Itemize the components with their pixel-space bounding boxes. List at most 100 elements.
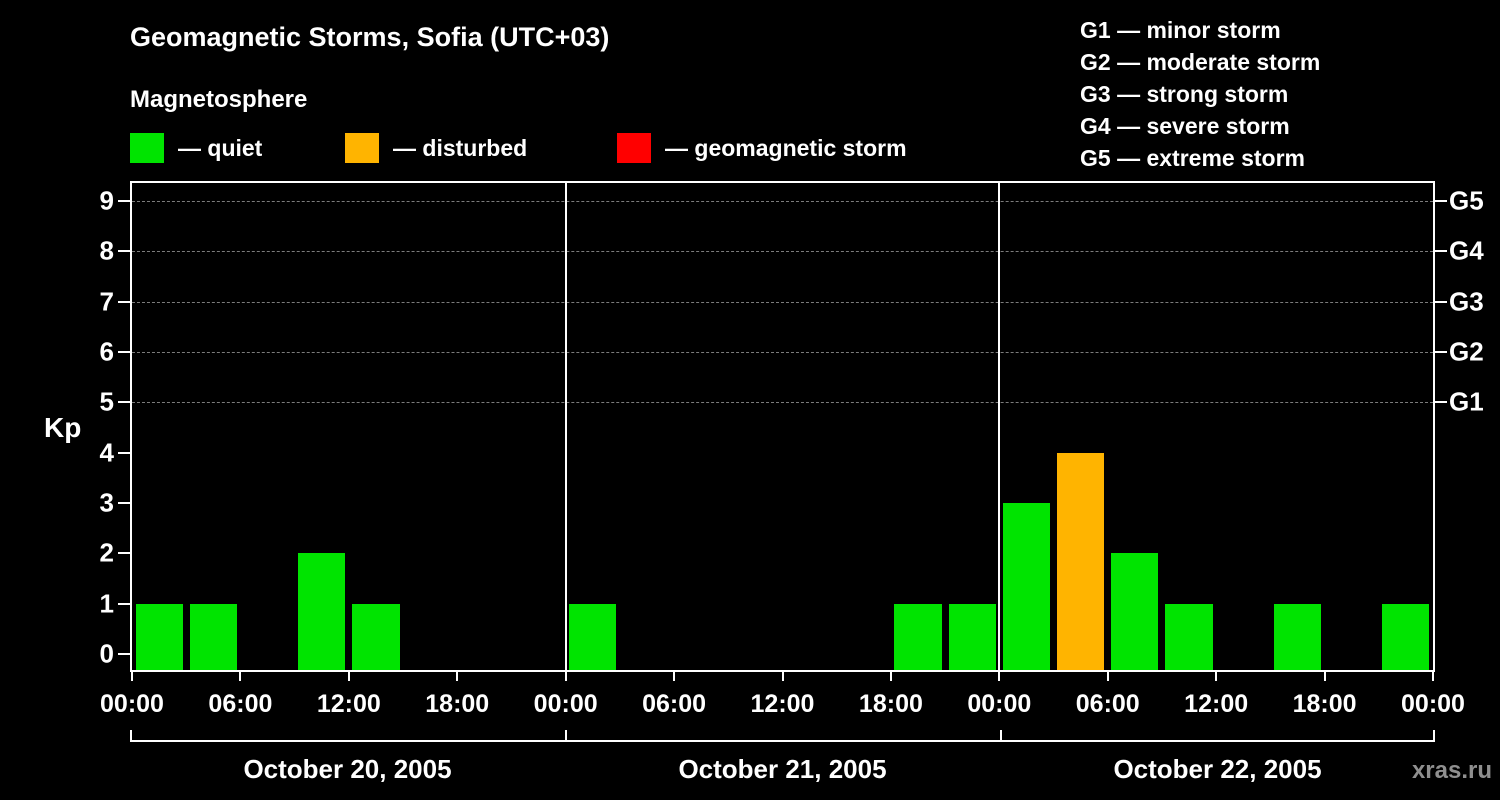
x-tick-mark xyxy=(1323,672,1326,681)
y-tick-mark xyxy=(118,300,130,303)
x-tick-mark xyxy=(347,672,350,681)
y-tick-mark xyxy=(118,602,130,605)
x-tick-mark xyxy=(564,672,567,681)
grid-line-kp9 xyxy=(132,201,1433,202)
y-tick-label: 8 xyxy=(99,235,114,266)
x-tick-mark xyxy=(239,672,242,681)
x-tick-mark xyxy=(673,672,676,681)
x-tick-label: 06:00 xyxy=(208,690,273,718)
x-tick-mark xyxy=(1106,672,1109,681)
kp-bar xyxy=(948,603,996,670)
y-tick-mark xyxy=(118,250,130,253)
y-tick-label: 7 xyxy=(99,286,114,317)
g-level-label: G5 xyxy=(1449,185,1484,216)
storm-label: — geomagnetic storm xyxy=(665,134,907,161)
kp-bar xyxy=(894,603,942,670)
kp-bar xyxy=(1273,603,1322,670)
g-level-label: G3 xyxy=(1449,286,1484,317)
x-tick-label: 00:00 xyxy=(967,690,1032,718)
g-legend-item: G4 — severe storm xyxy=(1080,113,1290,139)
date-axis-tick xyxy=(130,730,132,742)
y-tick-mark xyxy=(118,552,130,555)
x-tick-mark xyxy=(456,672,459,681)
x-tick-label: 00:00 xyxy=(100,690,164,718)
g-level-label: G2 xyxy=(1449,336,1484,367)
g-legend-item: G5 — extreme storm xyxy=(1080,145,1305,171)
grid-line-kp7 xyxy=(132,301,1433,303)
y-axis-title: Kp xyxy=(44,412,82,443)
kp-bar xyxy=(298,553,346,670)
storm-color-swatch xyxy=(617,133,651,163)
kp-bar xyxy=(352,603,400,670)
x-tick-label: 06:00 xyxy=(1075,690,1140,718)
y-tick-label: 2 xyxy=(99,537,114,568)
grid-line-kp5 xyxy=(132,402,1433,404)
y-tick-mark xyxy=(118,351,130,353)
y-tick-mark xyxy=(118,401,130,404)
y-tick-mark xyxy=(118,200,130,202)
g-legend-item: G3 — strong storm xyxy=(1080,81,1289,107)
quiet-color-swatch xyxy=(130,133,164,163)
kp-bar xyxy=(1057,452,1105,670)
grid-line-kp8 xyxy=(132,251,1433,253)
right-tick-mark xyxy=(1435,200,1447,202)
date-label: October 21, 2005 xyxy=(678,754,887,784)
x-tick-mark xyxy=(1215,672,1218,681)
x-tick-label: 18:00 xyxy=(1292,690,1357,718)
kp-bar xyxy=(1165,603,1213,670)
y-tick-label: 4 xyxy=(99,437,114,468)
disturbed-label: — disturbed xyxy=(393,134,528,161)
day-separator xyxy=(998,183,1001,670)
day-separator xyxy=(564,183,567,670)
y-tick-mark xyxy=(118,451,130,454)
chart-title: Geomagnetic Storms, Sofia (UTC+03) xyxy=(130,22,610,52)
quiet-label: — quiet xyxy=(178,134,263,161)
kp-color-legend: — quiet — disturbed — geomagnetic storm xyxy=(130,133,1030,167)
x-tick-mark xyxy=(1432,672,1434,681)
g-level-label: G1 xyxy=(1449,386,1484,417)
date-axis-tick xyxy=(1000,730,1002,742)
date-label: October 22, 2005 xyxy=(1113,754,1322,784)
g-legend-item: G1 — minor storm xyxy=(1080,17,1281,43)
legend-item-storm: — geomagnetic storm xyxy=(617,133,907,163)
x-tick-label: 06:00 xyxy=(642,690,707,718)
y-tick-label: 5 xyxy=(99,386,114,417)
date-axis-tick xyxy=(565,730,567,742)
legend-item-disturbed: — disturbed xyxy=(345,133,527,163)
g-legend-item: G2 — moderate storm xyxy=(1080,49,1321,75)
x-tick-label: 00:00 xyxy=(533,690,598,718)
y-tick-mark xyxy=(118,502,130,504)
y-tick-label: 3 xyxy=(99,487,114,518)
right-tick-mark xyxy=(1435,351,1447,353)
g-level-label: G4 xyxy=(1449,235,1484,266)
x-tick-label: 12:00 xyxy=(750,690,815,718)
date-label: October 20, 2005 xyxy=(243,754,452,784)
x-tick-mark xyxy=(781,672,784,681)
x-tick-mark xyxy=(131,672,133,681)
kp-bar xyxy=(135,603,183,670)
kp-bar xyxy=(569,603,617,670)
y-tick-label: 9 xyxy=(99,185,114,216)
date-axis-line xyxy=(130,740,1435,742)
watermark: xras.ru xyxy=(1411,757,1492,784)
x-tick-label: 12:00 xyxy=(316,690,381,718)
disturbed-color-swatch xyxy=(345,133,379,163)
chart-subtitle: Magnetosphere xyxy=(130,86,308,113)
y-tick-mark xyxy=(118,653,130,655)
kp-bar xyxy=(1382,603,1430,670)
right-tick-mark xyxy=(1435,300,1447,303)
date-axis-tick xyxy=(1433,730,1435,742)
kp-bar xyxy=(1111,553,1159,670)
y-tick-label: 6 xyxy=(99,336,114,367)
x-tick-label: 00:00 xyxy=(1401,690,1465,718)
x-tick-mark xyxy=(889,672,892,681)
y-tick-label: 0 xyxy=(99,638,114,669)
kp-bar xyxy=(1002,503,1051,670)
legend-item-quiet: — quiet xyxy=(130,133,262,163)
g-scale-legend: G1 — minor storm G2 — moderate storm G3 — … xyxy=(1080,14,1320,174)
right-tick-mark xyxy=(1435,250,1447,253)
right-tick-mark xyxy=(1435,401,1447,404)
kp-bar xyxy=(189,603,237,670)
plot-area xyxy=(130,181,1435,672)
